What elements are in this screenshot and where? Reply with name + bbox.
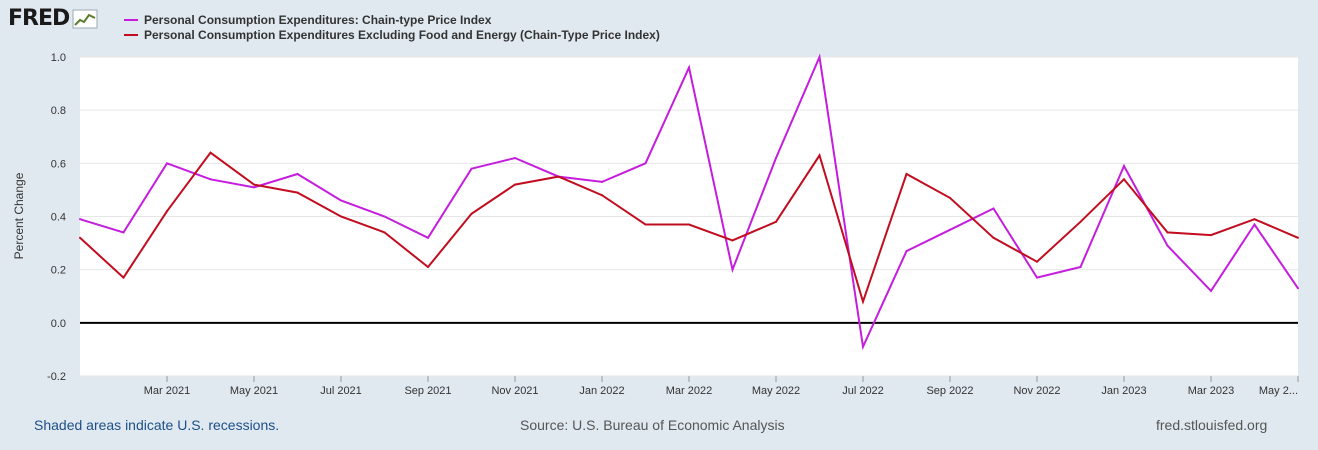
- pce-point[interactable]: [1079, 266, 1082, 269]
- fred-logo[interactable]: FRED: [8, 6, 98, 31]
- legend-label-pce: Personal Consumption Expenditures: Chain…: [144, 12, 492, 27]
- pce-point[interactable]: [1123, 164, 1125, 167]
- x-tick-label: Jan 2022: [579, 385, 624, 397]
- pce-point[interactable]: [209, 178, 212, 181]
- pce-point[interactable]: [79, 218, 81, 221]
- core-pce-point[interactable]: [731, 239, 734, 242]
- core-pce-point[interactable]: [601, 194, 603, 197]
- chart-legend: Personal Consumption Expenditures: Chain…: [124, 12, 660, 42]
- recession-note: Shaded areas indicate U.S. recessions.: [34, 417, 280, 433]
- core-pce-point[interactable]: [470, 212, 473, 215]
- source-note: Source: U.S. Bureau of Economic Analysis: [520, 417, 785, 433]
- pce-point[interactable]: [905, 250, 908, 253]
- core-pce-point[interactable]: [1297, 236, 1299, 239]
- core-pce-point[interactable]: [340, 215, 342, 218]
- pce-point[interactable]: [166, 162, 168, 165]
- pce-point[interactable]: [340, 199, 342, 202]
- core-pce-point[interactable]: [383, 231, 386, 234]
- x-tick-label: Sep 2021: [404, 385, 451, 397]
- x-tick-label: Jul 2021: [320, 385, 362, 397]
- x-tick-label: May 2...: [1259, 385, 1298, 397]
- site-link[interactable]: fred.stlouisfed.org: [1156, 417, 1268, 433]
- x-tick-label: May 2021: [230, 385, 278, 397]
- core-pce-point[interactable]: [775, 220, 777, 223]
- core-pce-point[interactable]: [427, 266, 429, 269]
- pce-point[interactable]: [514, 157, 516, 160]
- pce-point[interactable]: [470, 167, 473, 170]
- pce-point[interactable]: [1036, 276, 1038, 279]
- core-pce-point[interactable]: [1123, 178, 1125, 181]
- y-tick-label: 0.6: [51, 158, 66, 170]
- series-lines: [79, 53, 1299, 351]
- y-tick-label: 0.8: [51, 105, 66, 117]
- core-pce-point[interactable]: [688, 223, 690, 226]
- x-tick-label: May 2022: [752, 385, 800, 397]
- x-tick-label: Mar 2023: [1188, 385, 1234, 397]
- pce-point[interactable]: [862, 345, 864, 348]
- core-pce-point[interactable]: [79, 236, 81, 239]
- y-axis-ticks: 1.0 0.8 0.6 0.4 0.2 0.0 -0.2: [47, 52, 66, 383]
- pce-point[interactable]: [1166, 244, 1169, 247]
- pce-point[interactable]: [644, 162, 647, 165]
- core-pce-point[interactable]: [905, 172, 908, 175]
- core-pce-point[interactable]: [296, 191, 299, 194]
- core-pce-point[interactable]: [644, 223, 647, 226]
- pce-point[interactable]: [1297, 287, 1299, 290]
- core-pce-point[interactable]: [1210, 234, 1212, 237]
- pce-point[interactable]: [1253, 223, 1256, 226]
- core-pce-point[interactable]: [253, 183, 255, 186]
- pce-point[interactable]: [731, 268, 734, 271]
- core-pce-point[interactable]: [514, 183, 516, 186]
- pce-point[interactable]: [818, 56, 821, 58]
- y-tick-label: 0.0: [51, 318, 66, 330]
- y-tick-label: 1.0: [51, 52, 66, 64]
- y-axis-label: Percent Change: [12, 172, 26, 259]
- x-tick-label: Jul 2022: [842, 385, 884, 397]
- pce-point[interactable]: [122, 231, 125, 234]
- legend-item-pce[interactable]: Personal Consumption Expenditures: Chain…: [124, 12, 660, 27]
- core-pce-point[interactable]: [1253, 218, 1256, 221]
- y-tick-label: 0.4: [51, 212, 66, 224]
- pce-point[interactable]: [601, 180, 603, 183]
- x-axis-ticks: Mar 2021 May 2021 Jul 2021 Sep 2021 Nov 2021…: [144, 376, 1299, 397]
- legend-item-core-pce[interactable]: Personal Consumption Expenditures Exclud…: [124, 27, 660, 42]
- line-chart[interactable]: 1.0 0.8 0.6 0.4 0.2 0.0 -0.2 Mar 2021 May 2021 J…: [0, 0, 1318, 410]
- core-pce-point[interactable]: [949, 196, 951, 199]
- fred-chart-icon: [72, 9, 98, 28]
- pce-point[interactable]: [296, 172, 299, 175]
- x-tick-label: Nov 2022: [1013, 385, 1060, 397]
- core-pce-point[interactable]: [862, 300, 864, 303]
- pce-point[interactable]: [427, 236, 429, 239]
- core-pce-point[interactable]: [122, 276, 125, 279]
- pce-point[interactable]: [253, 186, 255, 189]
- core-pce-point[interactable]: [1166, 231, 1169, 234]
- core-pce-point[interactable]: [557, 175, 560, 178]
- legend-swatch-core-pce: [124, 33, 138, 36]
- pce-point[interactable]: [949, 228, 951, 231]
- core-pce-point[interactable]: [1036, 260, 1038, 263]
- pce-point[interactable]: [992, 207, 995, 210]
- core-pce-point[interactable]: [209, 151, 212, 154]
- y-tick-label: 0.2: [51, 265, 66, 277]
- core-pce-point[interactable]: [166, 210, 168, 213]
- x-tick-label: Mar 2022: [666, 385, 712, 397]
- x-tick-label: Nov 2021: [491, 385, 538, 397]
- x-tick-label: Sep 2022: [926, 385, 973, 397]
- pce-point[interactable]: [1210, 289, 1212, 292]
- pce-point[interactable]: [383, 215, 386, 218]
- y-tick-label: -0.2: [47, 371, 66, 383]
- pce-point[interactable]: [688, 66, 690, 69]
- core-pce-point[interactable]: [992, 236, 995, 239]
- legend-swatch-pce: [124, 18, 138, 21]
- x-tick-label: Jan 2023: [1101, 385, 1146, 397]
- pce-point[interactable]: [775, 157, 777, 160]
- x-tick-label: Mar 2021: [144, 385, 190, 397]
- core-pce-point[interactable]: [818, 154, 821, 157]
- fred-logo-text: FRED: [8, 6, 70, 31]
- legend-label-core-pce: Personal Consumption Expenditures Exclud…: [144, 27, 660, 42]
- core-pce-point[interactable]: [1079, 220, 1082, 223]
